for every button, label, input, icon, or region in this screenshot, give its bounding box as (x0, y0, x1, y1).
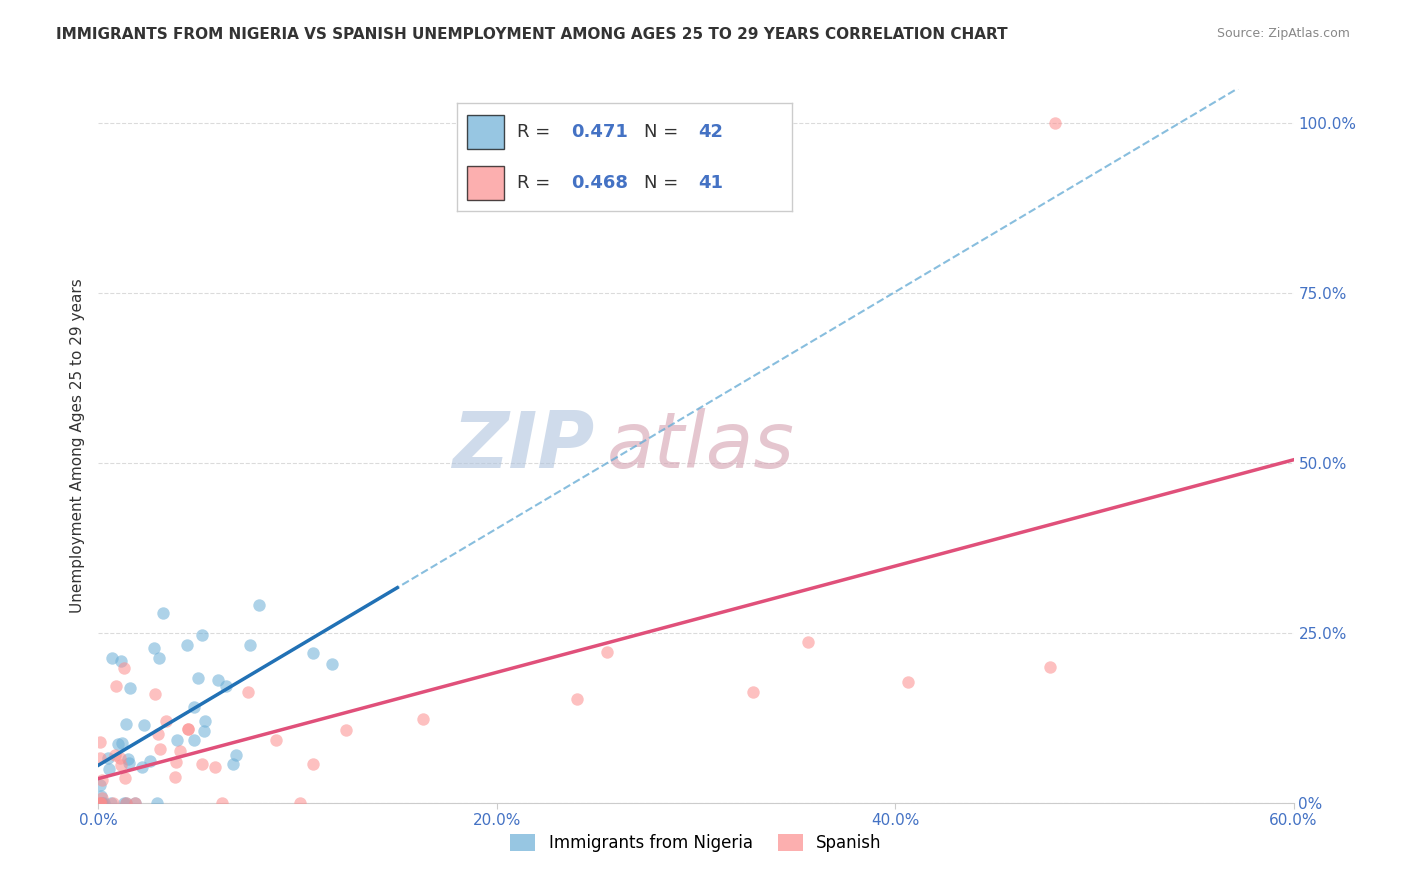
Point (288, 796, 311, 810)
Point (105, 680, 128, 694)
Point (1043, 116, 1066, 130)
Point (176, 638, 198, 652)
Point (194, 714, 217, 729)
Point (101, 651, 124, 665)
Point (335, 723, 357, 737)
Point (193, 724, 215, 739)
Point (90, 796, 112, 810)
Point (412, 713, 434, 727)
Point (110, 654, 132, 668)
Text: Source: ZipAtlas.com: Source: ZipAtlas.com (1216, 27, 1350, 40)
Point (302, 646, 325, 660)
Point (204, 760, 226, 774)
Point (89, 778, 111, 792)
Point (148, 651, 170, 665)
Point (183, 733, 205, 747)
Point (183, 700, 205, 714)
Point (115, 716, 138, 731)
Point (101, 796, 124, 810)
Text: atlas: atlas (606, 408, 794, 484)
Point (152, 607, 174, 621)
Point (595, 645, 617, 659)
Point (110, 758, 132, 772)
Point (177, 723, 200, 737)
Point (108, 751, 131, 765)
Point (143, 687, 166, 701)
Point (124, 796, 146, 810)
Point (89, 735, 111, 749)
Point (225, 748, 247, 763)
Point (115, 796, 138, 810)
Point (221, 757, 243, 772)
Point (321, 657, 343, 672)
Point (163, 770, 186, 784)
Point (149, 742, 172, 756)
Point (91, 790, 114, 805)
Y-axis label: Unemployment Among Ages 25 to 29 years: Unemployment Among Ages 25 to 29 years (69, 278, 84, 614)
Point (132, 718, 155, 732)
Point (567, 691, 589, 706)
Point (90, 789, 112, 803)
Point (142, 641, 165, 656)
Point (741, 685, 763, 699)
Legend: Immigrants from Nigeria, Spanish: Immigrants from Nigeria, Spanish (503, 827, 889, 859)
Point (89, 796, 111, 810)
Point (191, 756, 214, 771)
Point (89, 796, 111, 810)
Point (1039, 659, 1062, 673)
Point (107, 738, 129, 752)
Point (236, 685, 259, 699)
Point (797, 635, 820, 649)
Point (146, 727, 169, 741)
Point (100, 796, 122, 810)
Text: IMMIGRANTS FROM NIGERIA VS SPANISH UNEMPLOYMENT AMONG AGES 25 TO 29 YEARS CORREL: IMMIGRANTS FROM NIGERIA VS SPANISH UNEMP… (56, 27, 1008, 42)
Point (302, 757, 325, 772)
Point (131, 760, 153, 774)
Point (89, 751, 111, 765)
Point (146, 796, 169, 810)
Point (112, 796, 135, 810)
Point (169, 744, 191, 758)
Point (115, 796, 138, 810)
Point (165, 755, 187, 769)
Point (190, 627, 212, 641)
Point (114, 771, 136, 785)
Point (124, 796, 146, 810)
Point (111, 736, 134, 750)
Point (97, 751, 120, 765)
Point (187, 671, 209, 685)
Point (90, 796, 112, 810)
Point (897, 674, 920, 689)
Text: ZIP: ZIP (453, 408, 595, 484)
Point (247, 598, 270, 612)
Point (91, 772, 114, 787)
Point (90, 796, 112, 810)
Point (176, 722, 198, 736)
Point (104, 747, 127, 762)
Point (93, 796, 115, 810)
Point (239, 638, 262, 652)
Point (166, 733, 188, 747)
Point (155, 714, 177, 728)
Point (211, 796, 233, 810)
Point (118, 756, 141, 770)
Point (215, 679, 238, 693)
Point (266, 733, 288, 747)
Point (138, 754, 160, 768)
Point (207, 673, 229, 688)
Point (97, 762, 120, 776)
Point (117, 752, 139, 766)
Point (112, 661, 135, 675)
Point (120, 681, 142, 695)
